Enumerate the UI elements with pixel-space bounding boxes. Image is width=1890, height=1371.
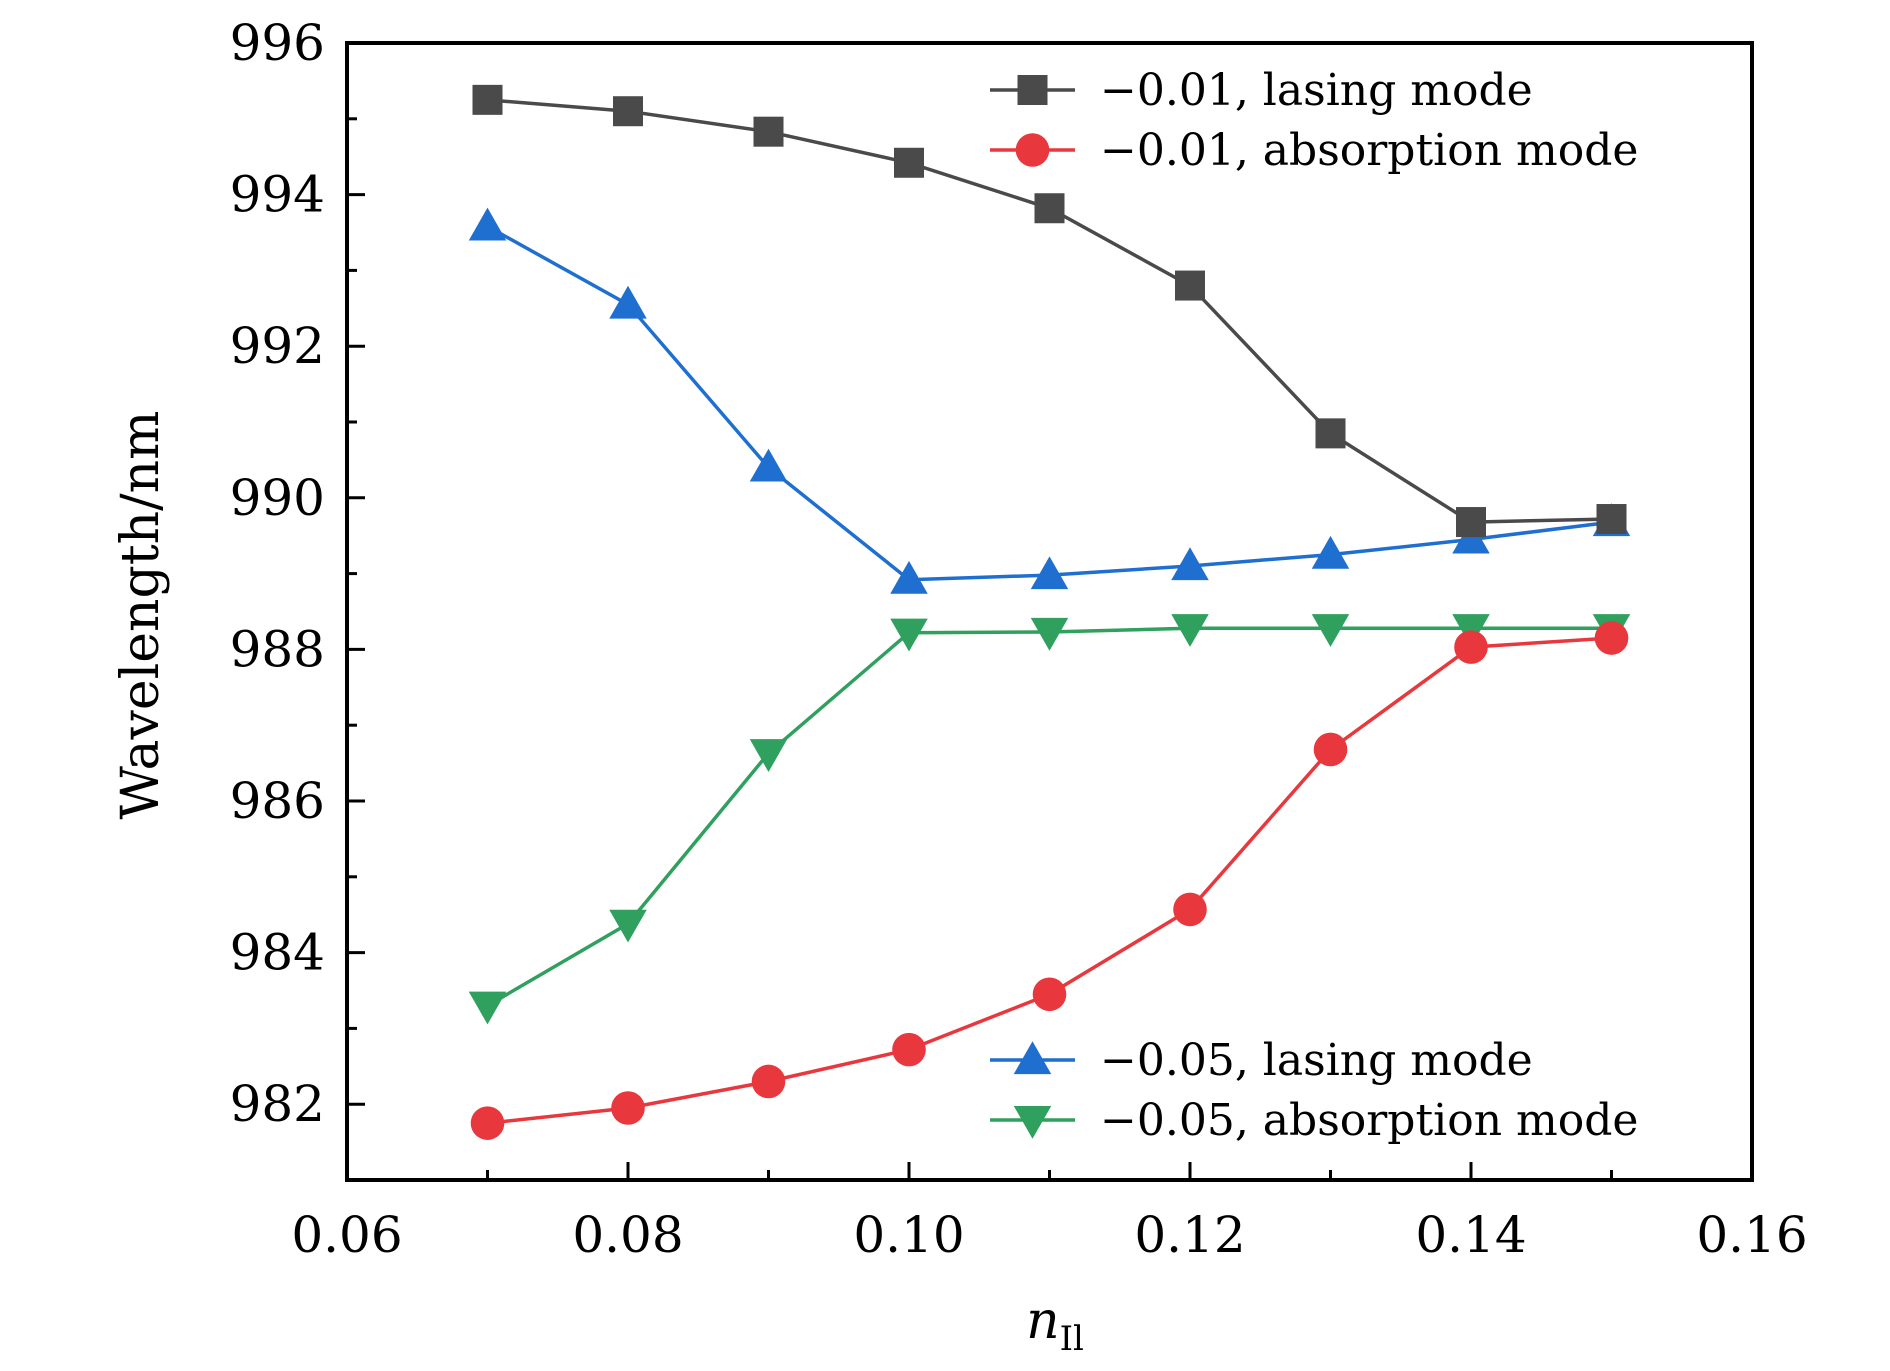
x-tick-label: 0.12 xyxy=(1134,1206,1245,1264)
data-point xyxy=(1313,732,1348,767)
y-tick-label: 994 xyxy=(230,166,325,224)
legend-marker xyxy=(1017,75,1048,105)
data-point xyxy=(753,116,784,147)
data-point xyxy=(468,991,507,1025)
y-tick-label: 984 xyxy=(230,924,325,982)
data-point xyxy=(1030,556,1069,590)
data-point xyxy=(1454,630,1488,664)
x-axis-title-subscript: Il xyxy=(1060,1319,1084,1359)
x-axis-title: nIl xyxy=(1026,1291,1084,1359)
series-line xyxy=(486,224,1612,582)
data-point xyxy=(1171,547,1209,581)
y-tick-label: 996 xyxy=(230,14,325,72)
legend-marker xyxy=(1015,133,1050,167)
legend-label: −0.05, lasing mode xyxy=(1100,1035,1533,1086)
data-point xyxy=(1311,535,1350,569)
data-point xyxy=(749,739,788,772)
y-axis-title: Wavelength/nm xyxy=(111,411,171,820)
data-point xyxy=(890,560,928,594)
plot-frame xyxy=(345,41,1754,1182)
data-point xyxy=(613,96,643,127)
y-tick-label: 982 xyxy=(230,1075,325,1133)
data-point xyxy=(609,285,647,319)
data-point xyxy=(1315,418,1346,449)
legend-label: −0.05, absorption mode xyxy=(1100,1095,1638,1146)
x-axis-title-variable: n xyxy=(1026,1291,1060,1351)
data-point xyxy=(1032,977,1067,1012)
data-point xyxy=(1452,520,1490,554)
axis-tick-labels: 0.06 0.08 0.10 0.12 0.14 0.16 982 984 986 988 990 9… xyxy=(230,14,1808,1264)
data-point xyxy=(611,1091,645,1125)
x-tick-label: 0.14 xyxy=(1415,1206,1526,1264)
data-point xyxy=(609,909,647,943)
data-point xyxy=(749,448,788,482)
x-tick-label: 0.06 xyxy=(291,1206,402,1264)
legend: −0.01, lasing mode −0.01, absorption mode… xyxy=(990,65,1638,1146)
series-lines xyxy=(486,98,1612,1125)
data-point xyxy=(1175,270,1205,301)
x-tick-label: 0.10 xyxy=(853,1206,964,1264)
data-point xyxy=(1594,621,1629,655)
data-point xyxy=(1034,193,1065,224)
x-tick-label: 0.16 xyxy=(1696,1206,1807,1264)
y-tick-label: 986 xyxy=(230,772,325,830)
legend-label: −0.01, absorption mode xyxy=(1100,125,1638,176)
x-tick-label: 0.08 xyxy=(572,1206,683,1264)
data-point xyxy=(890,618,928,652)
y-tick-label: 988 xyxy=(230,620,325,678)
data-point xyxy=(470,1106,505,1140)
legend-marker xyxy=(1013,1105,1052,1139)
data-point xyxy=(472,84,503,115)
data-point xyxy=(468,207,507,241)
series-line xyxy=(486,626,1612,1008)
data-point xyxy=(1171,614,1209,647)
data-point xyxy=(894,147,924,178)
y-tick-label: 992 xyxy=(230,317,325,375)
data-point xyxy=(1311,614,1350,647)
legend-marker xyxy=(1013,1041,1052,1075)
data-point xyxy=(1456,507,1486,538)
data-point xyxy=(751,1064,786,1099)
y-tick-label: 990 xyxy=(230,469,325,527)
series-markers xyxy=(468,84,1631,1140)
legend-label: −0.01, lasing mode xyxy=(1100,65,1533,116)
data-point xyxy=(1596,504,1627,535)
data-point xyxy=(1173,892,1207,927)
data-point xyxy=(1030,617,1069,651)
data-point xyxy=(892,1032,926,1067)
